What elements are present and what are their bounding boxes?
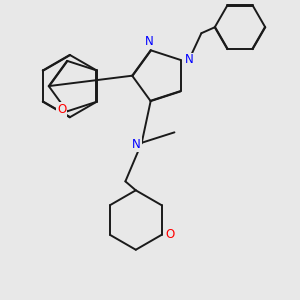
Text: N: N <box>132 138 141 151</box>
Text: O: O <box>57 103 66 116</box>
Text: N: N <box>145 35 154 48</box>
Text: N: N <box>184 53 193 67</box>
Text: O: O <box>165 228 175 242</box>
